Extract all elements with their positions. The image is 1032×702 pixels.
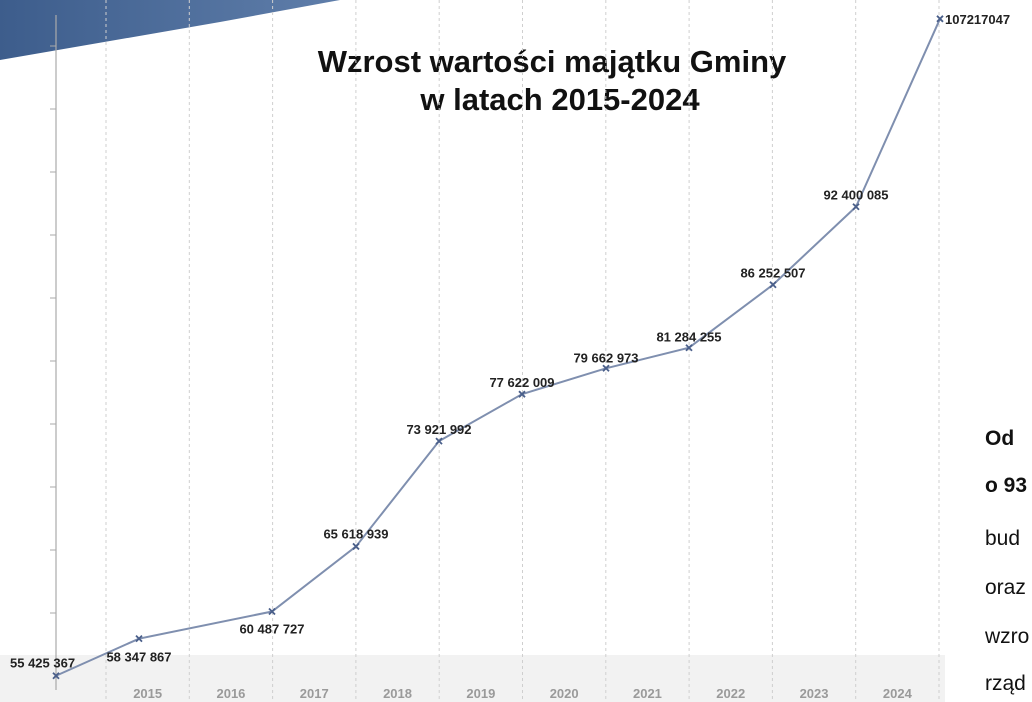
chart-title: w latach 2015-2024: [419, 82, 700, 117]
x-tick-label: 2024: [883, 686, 913, 701]
x-tick-label: 2017: [300, 686, 329, 701]
point-marker: [518, 390, 526, 398]
data-label: 79 662 973: [573, 350, 638, 365]
point-marker: [352, 542, 360, 551]
data-label: 107217047: [945, 12, 1010, 27]
side-text: o 93: [985, 474, 1027, 497]
point-marker: [602, 364, 610, 372]
x-tick-label: 2019: [466, 686, 495, 701]
data-label: 86 252 507: [740, 266, 805, 281]
x-tick-label: 2020: [550, 686, 579, 701]
data-label: 65 618 939: [323, 526, 388, 541]
data-label: 77 622 009: [489, 375, 554, 390]
side-text: wzro: [984, 625, 1029, 648]
banner-shape: [0, 0, 340, 60]
point-marker: [852, 203, 860, 211]
x-tick-label: 2021: [633, 686, 662, 701]
point-marker: [936, 15, 944, 23]
data-label: 58 347 867: [106, 650, 171, 665]
x-tick-label: 2015: [133, 686, 162, 701]
point-marker: [52, 672, 60, 680]
data-label: 73 921 992: [406, 422, 471, 437]
point-marker: [685, 344, 693, 352]
x-tick-label: 2016: [216, 686, 245, 701]
side-text: bud: [985, 527, 1020, 550]
data-label: 92 400 085: [823, 188, 888, 203]
data-label: 60 487 727: [239, 622, 304, 637]
data-label: 55 425 367: [10, 656, 75, 671]
x-tick-label: 2023: [800, 686, 829, 701]
line-series: [55, 18, 941, 677]
x-tick-label: 2022: [716, 686, 745, 701]
side-text: oraz: [985, 576, 1026, 599]
point-marker: [435, 437, 443, 445]
x-tick-label: 2018: [383, 686, 412, 701]
point-marker: [769, 281, 777, 289]
chart-title: Wzrost wartości majątku Gminy: [318, 44, 787, 79]
side-text: rząd: [985, 672, 1026, 695]
category-band: [0, 655, 945, 702]
data-label: 81 284 255: [656, 330, 721, 345]
side-text: Od: [985, 427, 1014, 450]
point-marker: [268, 607, 276, 616]
point-marker: [135, 635, 143, 643]
